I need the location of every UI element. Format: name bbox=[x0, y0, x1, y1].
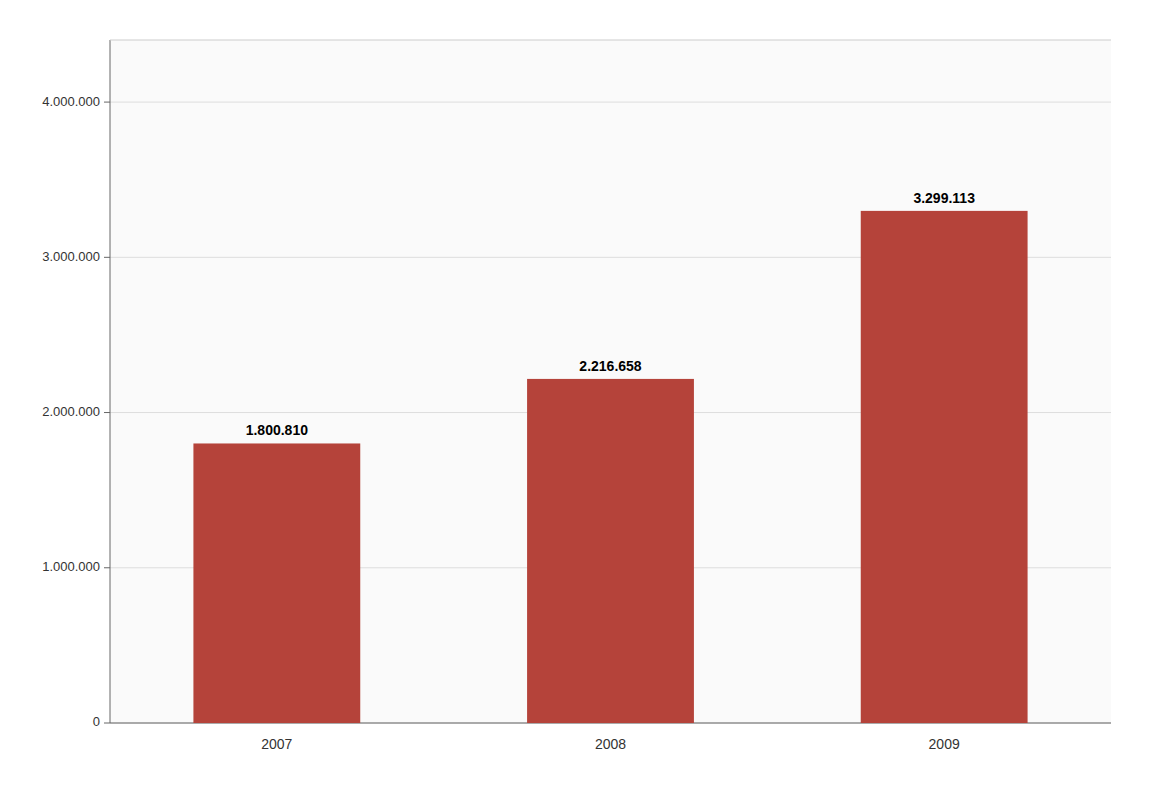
y-tick-label: 4.000.000 bbox=[42, 94, 100, 109]
y-tick-label: 3.000.000 bbox=[42, 249, 100, 264]
grid-line bbox=[110, 102, 1111, 103]
y-tick-label: 2.000.000 bbox=[42, 404, 100, 419]
y-tick bbox=[104, 102, 110, 103]
y-tick-label: 1.000.000 bbox=[42, 559, 100, 574]
y-tick bbox=[104, 723, 110, 724]
y-tick bbox=[104, 567, 110, 568]
x-tick-label: 2008 bbox=[595, 736, 626, 752]
y-axis-line bbox=[110, 40, 111, 723]
bars bbox=[193, 211, 1027, 723]
chart-svg: 0 1.000.000 2.000.000 3.000.000 4.000.000 1.8… bbox=[0, 0, 1151, 787]
plot-background bbox=[110, 40, 1111, 723]
plot-frame-top bbox=[110, 40, 1111, 41]
bar bbox=[193, 443, 360, 723]
data-label: 3.299.113 bbox=[913, 190, 975, 206]
data-label: 2.216.658 bbox=[579, 358, 641, 374]
x-tick-label: 2009 bbox=[929, 736, 960, 752]
y-tick-label: 0 bbox=[93, 714, 100, 729]
x-axis: 2007 2008 2009 bbox=[261, 736, 960, 752]
y-axis: 0 1.000.000 2.000.000 3.000.000 4.000.000 bbox=[42, 94, 1111, 730]
data-labels: 1.800.810 2.216.658 3.299.113 bbox=[246, 190, 975, 439]
y-tick bbox=[104, 257, 110, 258]
x-tick-label: 2007 bbox=[261, 736, 292, 752]
chart-container: 0 1.000.000 2.000.000 3.000.000 4.000.000 1.8… bbox=[0, 0, 1151, 787]
bar bbox=[527, 379, 694, 723]
bar bbox=[861, 211, 1028, 723]
data-label: 1.800.810 bbox=[246, 422, 308, 438]
y-tick bbox=[104, 412, 110, 413]
